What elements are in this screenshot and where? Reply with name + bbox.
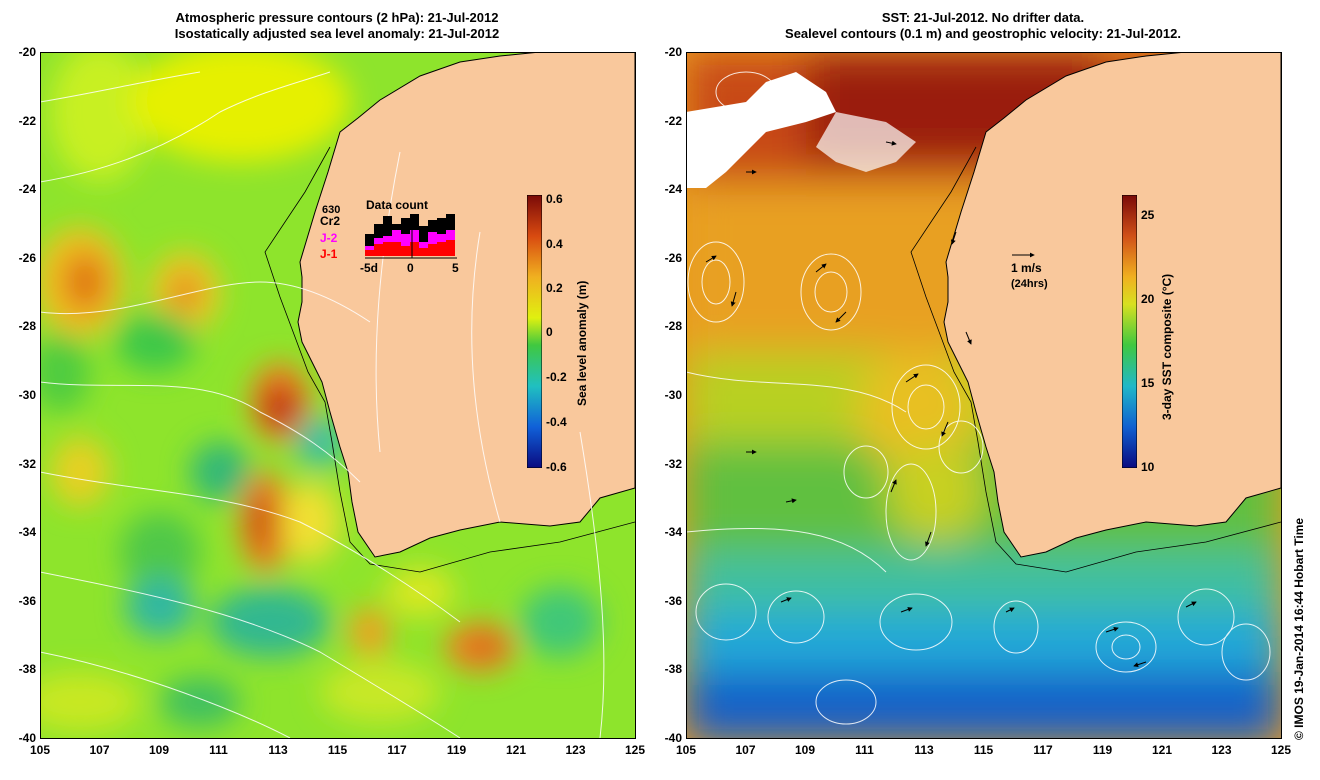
y-tick-label: -40 <box>18 731 36 745</box>
y-tick-label: -38 <box>18 662 36 677</box>
x-tick-label: 105 <box>675 743 697 757</box>
x-tick-label: 107 <box>735 743 756 757</box>
y-tick-label: -32 <box>664 456 682 471</box>
cloud-mask <box>686 72 836 188</box>
left-cbar-tick: -0.2 <box>546 370 567 384</box>
y-tick-label: -30 <box>18 388 36 402</box>
velocity-arrows <box>705 140 1197 668</box>
sea-level-anomaly-field <box>40 52 600 732</box>
x-tick-label: 117 <box>1033 743 1053 757</box>
data-count-label-cr2: Cr2 <box>320 214 341 228</box>
y-tick-label: -26 <box>664 250 682 265</box>
x-tick-label: 115 <box>973 743 994 757</box>
y-tick-label: -30 <box>664 388 682 402</box>
y-tick-label: -40 <box>664 731 682 745</box>
left-colorbar <box>527 195 542 468</box>
right-cbar-tick: 25 <box>1141 208 1155 222</box>
left-map-frame <box>40 52 636 739</box>
y-tick-label: -34 <box>664 525 682 540</box>
x-tick-label: 119 <box>1092 743 1113 757</box>
x-tick-label: 109 <box>148 743 170 757</box>
x-tick-label: 123 <box>565 743 586 757</box>
data-count-histogram <box>365 214 457 259</box>
x-tick-label: 105 <box>29 743 51 757</box>
left-title-line1: Atmospheric pressure contours (2 hPa): 2… <box>175 10 499 25</box>
x-tick-label: 113 <box>268 743 288 757</box>
y-tick-label: -36 <box>664 593 682 608</box>
velocity-key-label: 1 m/s <box>1011 261 1042 275</box>
y-tick-label: -34 <box>18 525 36 540</box>
sea-level-contours <box>686 71 1271 725</box>
left-cbar-tick: 0 <box>546 325 553 339</box>
right-cbar-tick: 10 <box>1141 460 1155 474</box>
y-tick-label: -32 <box>18 456 36 471</box>
x-tick-label: 121 <box>1151 743 1173 757</box>
x-tick-label: 113 <box>914 743 934 757</box>
y-tick-label: -28 <box>18 319 36 334</box>
right-title-line1: SST: 21-Jul-2012. No drifter data. <box>881 10 1085 25</box>
y-tick-label: -36 <box>18 593 36 608</box>
x-tick-label: 119 <box>446 743 467 757</box>
right-cbar-tick: 15 <box>1141 376 1155 390</box>
data-count-title: Data count <box>366 198 429 212</box>
x-tick-label: 125 <box>1270 743 1292 757</box>
left-cbar-tick: 0.6 <box>546 192 563 206</box>
y-tick-label: -22 <box>664 113 682 128</box>
shelf-contour <box>264 146 635 573</box>
data-count-tick: -5d <box>360 261 378 275</box>
australia-land <box>297 52 635 558</box>
y-tick-label: -20 <box>18 45 36 59</box>
x-tick-label: 111 <box>855 743 874 757</box>
right-title: SST: 21-Jul-2012. No drifter data. Seale… <box>686 10 1280 42</box>
pressure-contours <box>40 71 605 738</box>
y-tick-label: -24 <box>18 182 36 197</box>
credit-text: © IMOS 19-Jan-2014 16:44 Hobart Time <box>1292 517 1306 740</box>
data-count-label-j2: J-2 <box>320 231 338 245</box>
data-count-bars <box>365 214 455 256</box>
data-count-tick: 0 <box>407 261 414 275</box>
data-count-tick: 5 <box>452 261 459 275</box>
x-tick-label: 107 <box>89 743 110 757</box>
y-tick-label: -26 <box>18 250 36 265</box>
x-tick-label: 125 <box>624 743 646 757</box>
left-cbar-tick: -0.6 <box>546 460 567 474</box>
x-tick-label: 115 <box>327 743 348 757</box>
left-cbar-tick: 0.4 <box>546 237 563 251</box>
right-map-frame <box>686 52 1282 739</box>
left-cbar-tick: -0.4 <box>546 415 567 429</box>
cloud-mask-2 <box>816 112 916 172</box>
left-title: Atmospheric pressure contours (2 hPa): 2… <box>40 10 634 42</box>
y-tick-label: -20 <box>664 45 682 59</box>
y-tick-label: -28 <box>664 319 682 334</box>
right-cbar-tick: 20 <box>1141 292 1155 306</box>
shelf-contour <box>910 146 1281 573</box>
right-colorbar <box>1122 195 1137 468</box>
data-count-label-630: 630 <box>322 204 341 216</box>
y-tick-label: -22 <box>18 113 36 128</box>
x-tick-label: 117 <box>387 743 407 757</box>
x-tick-label: 121 <box>505 743 527 757</box>
x-tick-label: 111 <box>209 743 228 757</box>
right-title-line2: Sealevel contours (0.1 m) and geostrophi… <box>785 26 1181 41</box>
y-tick-label: -24 <box>664 182 682 197</box>
y-tick-label: -38 <box>664 662 682 677</box>
right-map <box>686 52 1281 738</box>
left-title-line2: Isostatically adjusted sea level anomaly… <box>174 26 500 41</box>
velocity-key-sublabel: (24hrs) <box>1011 278 1048 290</box>
data-count-label-j1: J-1 <box>320 247 338 261</box>
left-cbar-tick: 0.2 <box>546 281 563 295</box>
x-tick-label: 123 <box>1211 743 1232 757</box>
x-tick-label: 109 <box>794 743 816 757</box>
australia-land <box>943 52 1281 558</box>
